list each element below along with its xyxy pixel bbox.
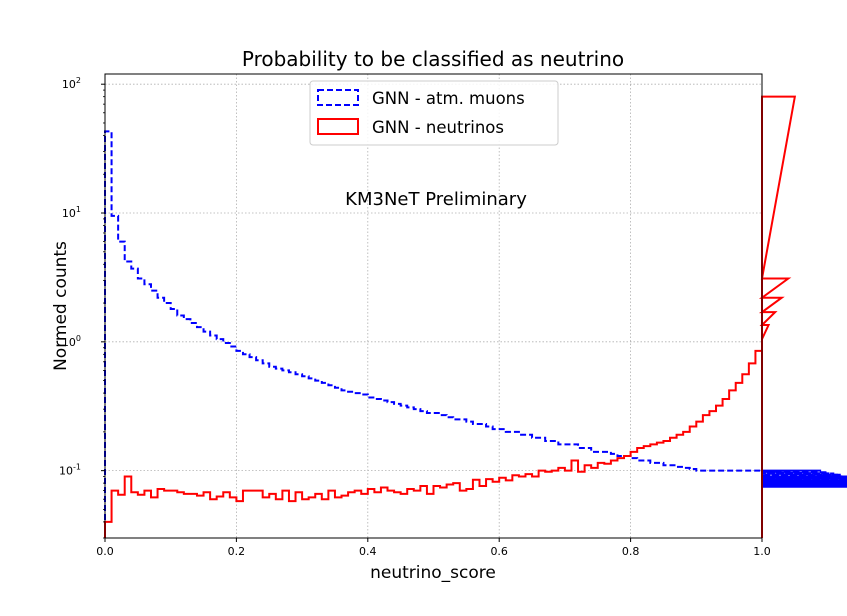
plot-frame [104,73,763,539]
grid-layer [104,74,763,538]
y-tick-base: 10 [62,78,76,91]
y-tick-label: 102 [62,76,81,91]
y-tick-base: 10 [62,207,76,220]
legend-label-neutrinos: GNN - neutrinos [372,118,504,137]
x-tick-label: 0.2 [228,545,246,558]
x-tick-label: 0.0 [96,545,114,558]
y-tick-exponent: 0 [76,334,81,343]
y-tick-exponent: -1 [73,463,81,472]
legend-box [309,80,559,146]
legend-swatch-muons [317,89,359,106]
preliminary-annotation: KM3NeT Preliminary [345,189,527,210]
x-ticks: 0.0 0.2 0.4 0.6 0.8 1.0 [96,538,771,558]
legend-swatch-neutrinos [317,118,359,135]
y-tick-exponent: 1 [76,205,81,214]
x-tick-label: 0.4 [359,545,377,558]
y-tick-label: 100 [62,334,81,349]
y-tick-label: 101 [62,205,81,220]
x-tick-label: 1.0 [753,545,771,558]
x-tick-label: 0.8 [622,545,640,558]
histogram-series-neutrinos [104,95,797,538]
y-tick-label: 10-1 [59,463,81,478]
x-tick-label: 0.6 [490,545,508,558]
series-layer [104,95,847,538]
y-tick-exponent: 2 [76,76,81,85]
legend: GNN - atm. muons GNN - neutrinos [309,80,559,146]
chart-title: Probability to be classified as neutrino [242,47,624,71]
legend-label-muons: GNN - atm. muons [372,89,525,108]
y-axis-label: Normed counts [51,241,71,371]
y-tick-base: 10 [59,465,73,478]
y-tick-base: 10 [62,336,76,349]
x-axis-label: neutrino_score [370,563,496,583]
